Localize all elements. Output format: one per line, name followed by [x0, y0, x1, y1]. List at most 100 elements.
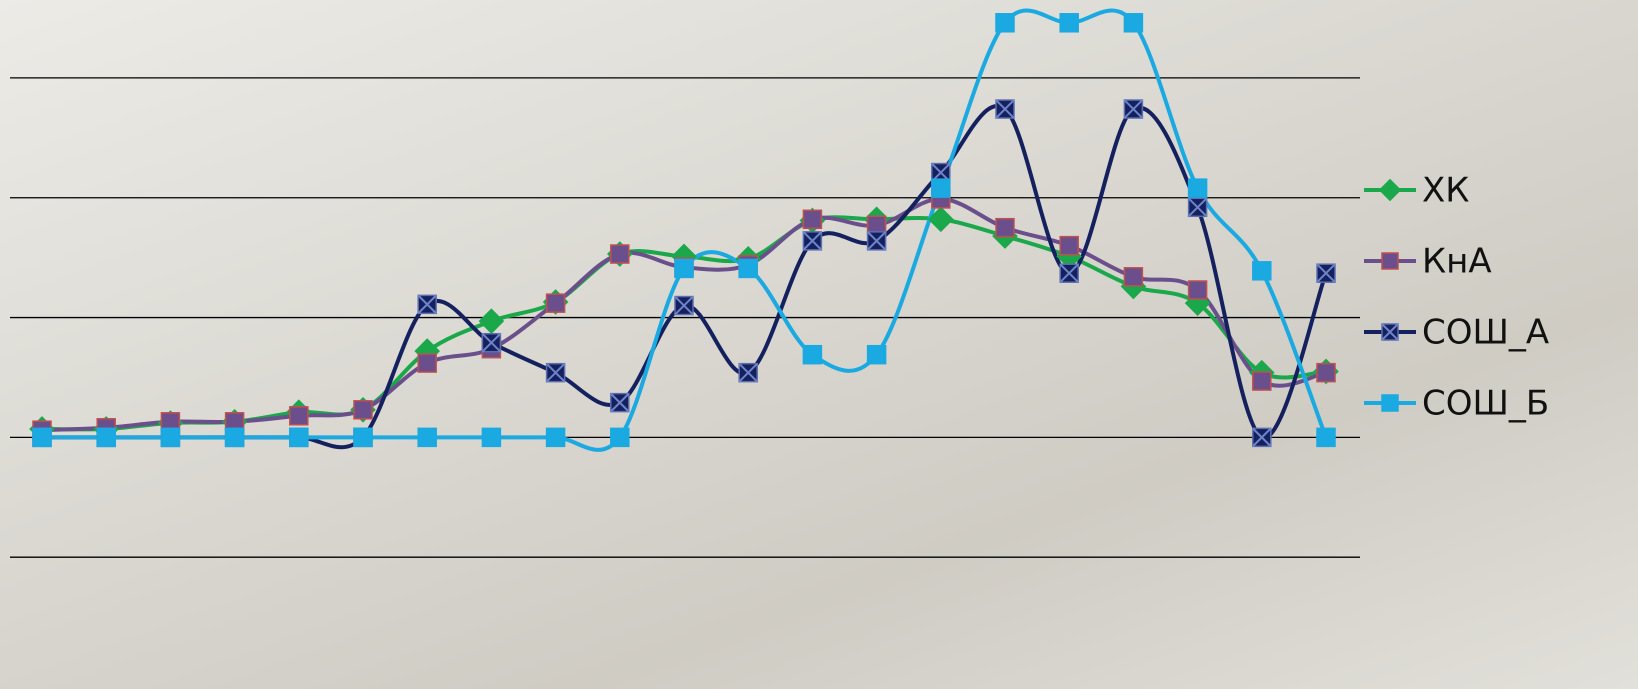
- marker-cross: [866, 231, 887, 251]
- marker: [1316, 362, 1336, 383]
- marker-cross: [1059, 263, 1079, 283]
- legend-item: ХК: [1364, 171, 1469, 211]
- marker-shape: [1252, 371, 1272, 391]
- marker-shape: [866, 344, 887, 365]
- marker-shape: [1381, 252, 1399, 270]
- marker: [1059, 13, 1079, 33]
- marker: [417, 353, 437, 373]
- marker: [1123, 13, 1144, 33]
- marker: [1123, 99, 1144, 119]
- marker-shape: [545, 427, 566, 448]
- marker-cross: [481, 332, 502, 353]
- marker-shape: [1187, 280, 1208, 300]
- marker-shape: [414, 338, 440, 364]
- marker: [738, 362, 758, 383]
- legend-item: СОШ_Б: [1364, 384, 1549, 424]
- marker-shape: [671, 243, 697, 270]
- marker-cross: [417, 294, 437, 315]
- marker-cross: [1123, 99, 1144, 119]
- marker: [96, 427, 116, 448]
- marker-shape: [738, 258, 758, 279]
- marker-shape: [417, 427, 437, 448]
- marker: [674, 258, 694, 279]
- marker: [928, 206, 954, 233]
- marker: [481, 427, 502, 448]
- marker: [995, 99, 1015, 119]
- legend-item: КнА: [1364, 242, 1492, 282]
- legend-label: КнА: [1422, 242, 1492, 282]
- marker: [481, 332, 502, 353]
- marker-shape: [802, 344, 823, 365]
- marker-cross: [802, 231, 823, 251]
- marker: [1187, 178, 1208, 198]
- marker: [289, 406, 309, 426]
- marker-shape: [353, 400, 373, 420]
- marker: [224, 427, 245, 448]
- marker-shape: [478, 308, 505, 334]
- marker-shape: [674, 258, 694, 279]
- marker-shape: [1059, 235, 1079, 256]
- marker-cross: [1252, 427, 1272, 448]
- marker-shape: [289, 406, 309, 426]
- marker: [478, 308, 505, 334]
- marker-shape: [96, 427, 116, 448]
- marker-shape: [610, 427, 630, 448]
- marker-shape: [353, 427, 373, 448]
- marker: [1059, 263, 1079, 283]
- marker-shape: [417, 353, 437, 373]
- marker: [671, 243, 697, 270]
- marker-shape: [1123, 13, 1144, 33]
- marker-shape: [995, 217, 1015, 238]
- marker: [1381, 323, 1399, 341]
- marker-cross: [610, 392, 630, 413]
- marker-shape: [1059, 13, 1079, 33]
- marker-shape: [931, 178, 951, 198]
- marker: [738, 258, 758, 279]
- marker: [1316, 427, 1336, 448]
- marker: [995, 13, 1015, 33]
- marker: [995, 217, 1015, 238]
- marker: [1316, 263, 1336, 283]
- marker: [32, 427, 52, 448]
- marker: [545, 293, 566, 313]
- marker-shape: [1381, 394, 1399, 412]
- marker: [1059, 235, 1079, 256]
- marker-cross: [995, 99, 1015, 119]
- marker: [1252, 261, 1272, 281]
- marker-cross: [1187, 197, 1208, 218]
- marker-shape: [224, 427, 245, 448]
- marker-shape: [1316, 427, 1336, 448]
- legend-label: СОШ_А: [1422, 313, 1549, 353]
- marker-cross: [1316, 263, 1336, 283]
- marker: [417, 294, 437, 315]
- marker: [866, 231, 887, 251]
- marker-shape: [1123, 267, 1144, 287]
- marker: [1378, 178, 1402, 202]
- marker-cross: [545, 362, 566, 383]
- marker: [610, 392, 630, 413]
- marker: [160, 427, 181, 448]
- marker-shape: [481, 427, 502, 448]
- marker-shape: [1378, 178, 1402, 202]
- marker: [353, 427, 373, 448]
- marker: [931, 178, 951, 198]
- marker: [1187, 197, 1208, 218]
- marker: [610, 427, 630, 448]
- marker: [610, 244, 630, 264]
- marker: [802, 209, 823, 230]
- legend-label: СОШ_Б: [1422, 384, 1549, 424]
- marker: [674, 295, 694, 316]
- marker-shape: [1252, 261, 1272, 281]
- series-line: [42, 8, 1328, 452]
- legend-item: СОШ_А: [1364, 313, 1549, 353]
- marker-shape: [1187, 178, 1208, 198]
- marker-shape: [928, 206, 954, 233]
- marker: [802, 344, 823, 365]
- marker: [1187, 280, 1208, 300]
- marker-cross: [738, 362, 758, 383]
- marker-shape: [160, 427, 181, 448]
- marker: [545, 427, 566, 448]
- marker: [1252, 371, 1272, 391]
- marker: [417, 427, 437, 448]
- marker: [866, 344, 887, 365]
